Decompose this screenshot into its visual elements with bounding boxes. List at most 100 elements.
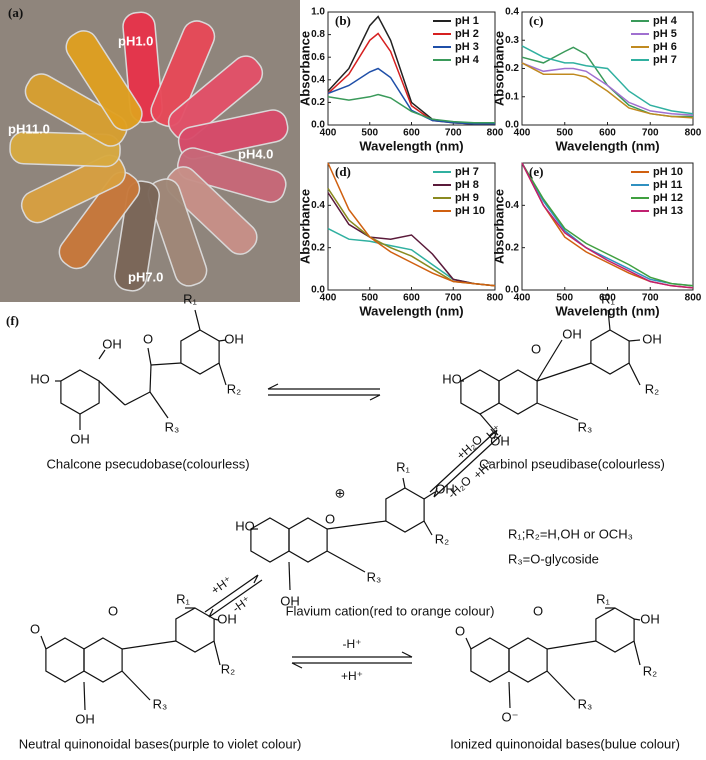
atom: R₃: [153, 696, 168, 711]
legend-label: pH 10: [455, 205, 485, 217]
legend-label: pH 9: [455, 192, 479, 204]
atom: R₁: [601, 291, 615, 306]
bond: [546, 640, 597, 650]
x-tick-label: 600: [403, 293, 420, 304]
y-axis-label: Absorbance: [297, 31, 312, 106]
x-tick-label: 800: [487, 293, 504, 304]
y-tick-label: 0.2: [311, 242, 325, 253]
bond: [194, 309, 201, 331]
atom: OH: [102, 336, 122, 351]
plot-frame: [521, 162, 694, 291]
note: R₁;R₂=H,OH or OCH₃: [508, 526, 633, 541]
bond: [536, 362, 592, 382]
atom: OH: [562, 326, 582, 341]
x-tick-label: 700: [642, 128, 659, 139]
arrow-label: -H⁺: [343, 637, 362, 651]
legend-label: pH 8: [455, 179, 479, 191]
atom: HO: [442, 371, 462, 386]
legend-label: pH 6: [653, 41, 677, 53]
legend-label: pH 2: [455, 28, 479, 40]
y-tick-label: 0.1: [505, 91, 519, 102]
bond: [536, 339, 563, 382]
atom: R₁: [183, 291, 197, 306]
ring: [385, 487, 425, 533]
bond: [218, 339, 227, 342]
atom: OH: [280, 593, 300, 608]
x-tick-label: 700: [642, 293, 659, 304]
bond: [149, 391, 169, 419]
panel-label: (a): [8, 5, 23, 20]
atom: R₂: [643, 663, 657, 678]
bond: [288, 561, 291, 591]
tube: [150, 20, 216, 127]
ring: [180, 329, 220, 375]
atom: OH: [224, 331, 244, 346]
tube-label: pH7.0: [128, 269, 163, 284]
y-tick-label: 0.2: [311, 97, 325, 108]
scheme: (f) HO OH OH O R₁ OH R₂ R₃ Chalcone psec…: [6, 291, 680, 751]
atom: R₁: [596, 591, 610, 606]
x-tick-label: 800: [487, 128, 504, 139]
bond: [149, 364, 152, 393]
x-axis-label: Wavelength (nm): [359, 138, 463, 153]
bond: [423, 491, 436, 500]
bond: [147, 347, 152, 366]
ring: [508, 637, 548, 683]
ring: [460, 369, 500, 415]
x-tick-label: 400: [320, 293, 337, 304]
bond: [150, 362, 182, 366]
bond: [628, 339, 641, 342]
atom: O: [325, 511, 335, 526]
tube-label: pH4.0: [238, 146, 273, 161]
x-tick-label: 500: [556, 293, 573, 304]
caption: Flavium cation(red to orange colour): [286, 603, 495, 618]
bond: [83, 681, 86, 711]
ring: [590, 329, 630, 375]
x-tick-label: 600: [599, 293, 616, 304]
y-axis-label: Absorbance: [297, 189, 312, 264]
bond: [218, 362, 227, 386]
atom: ⊕: [335, 485, 346, 500]
tube: [147, 178, 208, 287]
tube: [24, 73, 128, 147]
atom: HO: [30, 371, 50, 386]
y-tick-label: 0.4: [311, 74, 325, 85]
ring: [60, 369, 100, 415]
legend-label: pH 12: [653, 192, 683, 204]
x-tick-label: 400: [514, 293, 531, 304]
arrow-label: -H₂O: [445, 473, 474, 501]
ring: [45, 637, 85, 683]
ring: [288, 517, 328, 563]
atom: R₃: [578, 696, 593, 711]
caption: Carbinol pseudibase(colourless): [479, 456, 665, 471]
tube: [58, 171, 141, 270]
legend-label: pH 4: [653, 15, 678, 27]
x-tick-label: 400: [514, 128, 531, 139]
x-tick-label: 500: [556, 128, 573, 139]
atom: O: [30, 621, 40, 636]
bond: [326, 520, 387, 530]
legend-label: pH 11: [653, 179, 682, 191]
legend-label: pH 13: [653, 205, 683, 217]
ring: [470, 637, 510, 683]
line: [521, 62, 694, 116]
atom: O: [455, 623, 465, 638]
legend-label: pH 7: [455, 166, 479, 178]
x-tick-label: 700: [445, 128, 462, 139]
tube: [177, 109, 289, 160]
bond: [628, 362, 641, 386]
legend-label: pH 3: [455, 41, 479, 53]
bond: [121, 640, 177, 650]
atom: HO: [235, 518, 255, 533]
bond: [536, 402, 579, 421]
tube: [65, 30, 143, 131]
atom: R₂: [227, 381, 241, 396]
atom: R₃: [165, 419, 180, 434]
x-tick-label: 400: [320, 128, 337, 139]
atom: R₃: [367, 569, 382, 584]
bond: [546, 670, 576, 701]
tube: [167, 55, 264, 141]
y-tick-label: 1.0: [311, 7, 325, 18]
panel-label: (b): [335, 13, 351, 28]
